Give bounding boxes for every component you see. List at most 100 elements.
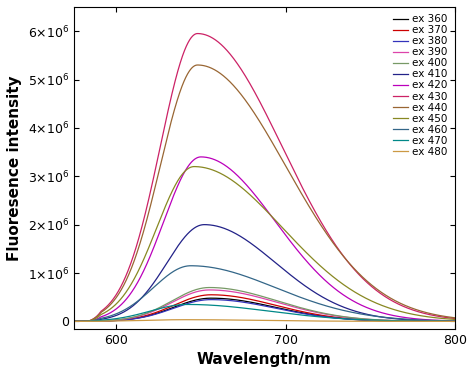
Line: ex 370: ex 370 [65,295,472,321]
ex 430 [195,31,201,36]
ex 440 [83,319,89,324]
ex 450 [83,319,89,324]
ex 450 [191,164,197,169]
ex 460 [469,319,474,324]
ex 480 [383,319,389,324]
ex 420 [383,312,389,316]
ex 390 [63,319,68,324]
ex 480 [250,318,255,322]
ex 480 [63,319,68,324]
ex 440 [250,108,255,113]
ex 460 [250,276,255,281]
ex 480 [83,319,89,324]
ex 420 [83,319,89,324]
ex 380 [457,319,463,324]
ex 380 [469,319,474,324]
ex 410 [83,319,89,324]
ex 430 [63,319,68,324]
ex 370 [457,319,463,324]
ex 390 [83,319,89,324]
ex 470 [469,319,474,324]
ex 470 [63,319,68,324]
Line: ex 380: ex 380 [65,300,472,321]
ex 400 [63,319,68,324]
ex 460 [383,315,389,320]
ex 370 [250,297,255,302]
Line: ex 450: ex 450 [65,166,472,321]
ex 400 [207,285,212,290]
ex 430 [469,318,474,322]
ex 360 [469,319,474,324]
ex 440 [469,317,474,322]
ex 430 [250,86,255,91]
ex 400 [457,319,463,324]
Legend: ex 360, ex 370, ex 380, ex 390, ex 400, ex 410, ex 420, ex 430, ex 440, ex 450, : ex 360, ex 370, ex 380, ex 390, ex 400, … [391,12,450,159]
ex 430 [260,106,266,111]
ex 390 [383,318,389,322]
ex 400 [383,318,389,322]
ex 420 [457,319,463,323]
Line: ex 440: ex 440 [65,65,472,321]
ex 390 [469,319,474,324]
Line: ex 400: ex 400 [65,288,472,321]
ex 360 [63,319,68,324]
ex 370 [208,292,214,297]
ex 470 [250,307,255,311]
ex 450 [260,205,266,210]
ex 450 [469,318,474,322]
ex 470 [457,319,463,324]
ex 410 [201,223,207,227]
ex 440 [383,293,389,297]
ex 410 [63,319,68,324]
Line: ex 420: ex 420 [65,157,472,321]
ex 430 [83,319,89,324]
ex 360 [208,296,214,300]
ex 420 [260,203,266,208]
ex 480 [181,318,187,322]
ex 400 [250,291,255,296]
ex 370 [469,319,474,324]
ex 440 [260,125,266,129]
ex 460 [83,319,89,324]
ex 480 [260,318,266,323]
ex 470 [383,318,389,323]
ex 460 [188,264,194,268]
Line: ex 360: ex 360 [65,298,472,321]
ex 380 [63,319,68,324]
ex 360 [457,319,463,324]
ex 470 [83,319,89,324]
ex 420 [457,319,463,323]
ex 430 [457,317,463,321]
ex 420 [198,155,204,159]
Line: ex 460: ex 460 [65,266,472,321]
ex 440 [195,63,201,67]
ex 400 [83,319,89,324]
ex 370 [457,319,463,324]
ex 410 [457,319,463,324]
ex 370 [83,319,89,324]
ex 480 [457,319,463,324]
ex 440 [457,316,463,321]
ex 390 [457,319,463,324]
Line: ex 410: ex 410 [65,225,472,321]
ex 430 [383,295,389,299]
ex 480 [457,319,463,324]
ex 390 [250,294,255,298]
ex 410 [469,319,474,324]
ex 420 [63,319,68,324]
ex 400 [457,319,463,324]
ex 370 [383,319,389,323]
ex 420 [250,190,255,194]
Line: ex 470: ex 470 [65,304,472,321]
ex 470 [260,308,266,313]
ex 430 [457,317,463,321]
ex 410 [250,242,255,247]
ex 410 [383,315,389,320]
ex 460 [260,280,266,285]
ex 380 [383,319,389,323]
ex 390 [260,296,266,301]
ex 440 [63,319,68,324]
ex 450 [383,304,389,309]
ex 480 [469,319,474,324]
ex 470 [457,319,463,324]
